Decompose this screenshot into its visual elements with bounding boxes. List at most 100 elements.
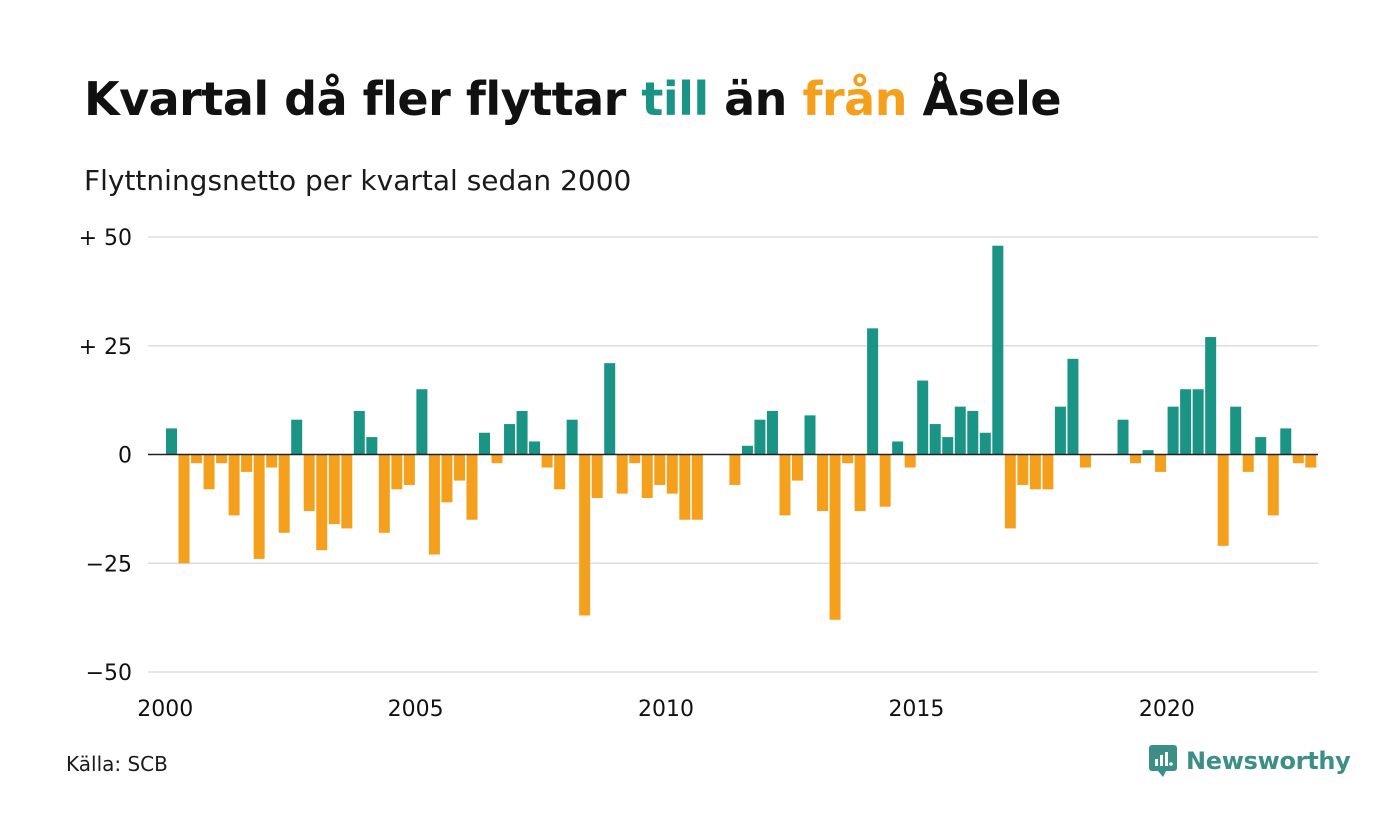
bar xyxy=(804,415,816,455)
bar xyxy=(491,454,503,464)
source-note: Källa: SCB xyxy=(66,752,168,776)
x-tick-label: 2015 xyxy=(888,697,944,722)
bar xyxy=(278,454,290,533)
bar xyxy=(1017,454,1029,485)
bar xyxy=(591,454,603,498)
grid-lines xyxy=(148,236,1318,673)
bar xyxy=(1042,454,1054,490)
newsworthy-logo-icon xyxy=(1149,745,1177,777)
bar xyxy=(917,380,929,455)
bar xyxy=(654,454,666,485)
bar xyxy=(1180,389,1192,455)
y-tick-label: 0 xyxy=(118,444,132,469)
bar xyxy=(616,454,628,494)
chart-subtitle: Flyttningsnetto per kvartal sedan 2000 xyxy=(84,164,632,197)
title-part3: Åsele xyxy=(906,72,1062,126)
bar xyxy=(554,454,566,490)
bar xyxy=(666,454,678,494)
bar xyxy=(904,454,916,468)
x-tick-label: 2005 xyxy=(388,697,444,722)
x-tick-label: 2010 xyxy=(638,697,694,722)
bar xyxy=(1029,454,1041,490)
bar xyxy=(1079,454,1091,468)
bar xyxy=(266,454,278,468)
x-tick-label: 2000 xyxy=(137,697,193,722)
bar xyxy=(366,437,378,455)
bar xyxy=(629,454,641,464)
bar xyxy=(929,424,941,455)
bar xyxy=(353,411,365,455)
bar xyxy=(453,454,465,481)
bar xyxy=(378,454,390,533)
bar xyxy=(679,454,691,520)
bar xyxy=(316,454,328,551)
bar xyxy=(479,432,490,455)
bar xyxy=(178,454,190,564)
bar xyxy=(529,441,541,455)
bar xyxy=(1130,454,1142,464)
bar xyxy=(741,445,753,455)
bar xyxy=(992,245,1004,455)
bar xyxy=(579,454,591,616)
bar xyxy=(967,411,979,455)
bar xyxy=(203,454,215,490)
title-highlight-out: från xyxy=(802,72,907,126)
bar xyxy=(1255,437,1267,455)
bar xyxy=(754,419,766,455)
bar xyxy=(441,454,453,503)
brand-logo: Newsworthy xyxy=(1148,744,1351,778)
bar xyxy=(1230,406,1242,455)
bar xyxy=(854,454,866,512)
bar xyxy=(792,454,803,481)
bar xyxy=(1067,358,1079,455)
bar xyxy=(1167,406,1179,455)
bar xyxy=(228,454,240,516)
bar xyxy=(842,454,854,464)
bar xyxy=(1267,454,1279,516)
x-tick-label: 2020 xyxy=(1139,697,1195,722)
bar xyxy=(879,454,891,507)
bar xyxy=(1117,419,1129,455)
bars xyxy=(166,245,1317,620)
bar xyxy=(428,454,440,555)
bar xyxy=(541,454,553,468)
bar xyxy=(516,411,528,455)
bar xyxy=(766,411,778,455)
bar xyxy=(403,454,415,485)
bar xyxy=(729,454,741,485)
bar xyxy=(566,419,578,455)
bar xyxy=(391,454,403,490)
y-tick-label: + 50 xyxy=(79,226,132,251)
bar xyxy=(291,419,303,455)
bar xyxy=(892,441,904,455)
bar xyxy=(641,454,653,498)
bar xyxy=(1054,406,1066,455)
bar xyxy=(166,428,177,455)
bar xyxy=(979,432,991,455)
bar xyxy=(1292,454,1304,464)
bar xyxy=(867,328,879,455)
page-title: Kvartal då fler flyttar till än från Åse… xyxy=(84,72,1062,126)
bar xyxy=(942,437,954,455)
bar xyxy=(1004,454,1016,529)
bar xyxy=(779,454,791,516)
title-part1: Kvartal då fler flyttar xyxy=(84,72,642,126)
y-tick-label: + 25 xyxy=(79,335,132,360)
title-part2: än xyxy=(708,72,803,126)
bar xyxy=(466,454,478,520)
bar xyxy=(341,454,353,529)
bar xyxy=(1305,454,1317,468)
bar xyxy=(817,454,829,512)
bar xyxy=(241,454,253,472)
bar xyxy=(1280,428,1292,455)
bar xyxy=(504,424,516,455)
bar xyxy=(303,454,315,512)
title-highlight-in: till xyxy=(641,72,709,126)
bar xyxy=(1142,450,1154,455)
brand-name: Newsworthy xyxy=(1186,747,1351,775)
bar xyxy=(416,389,428,455)
bar xyxy=(1242,454,1254,472)
bar xyxy=(829,454,841,620)
